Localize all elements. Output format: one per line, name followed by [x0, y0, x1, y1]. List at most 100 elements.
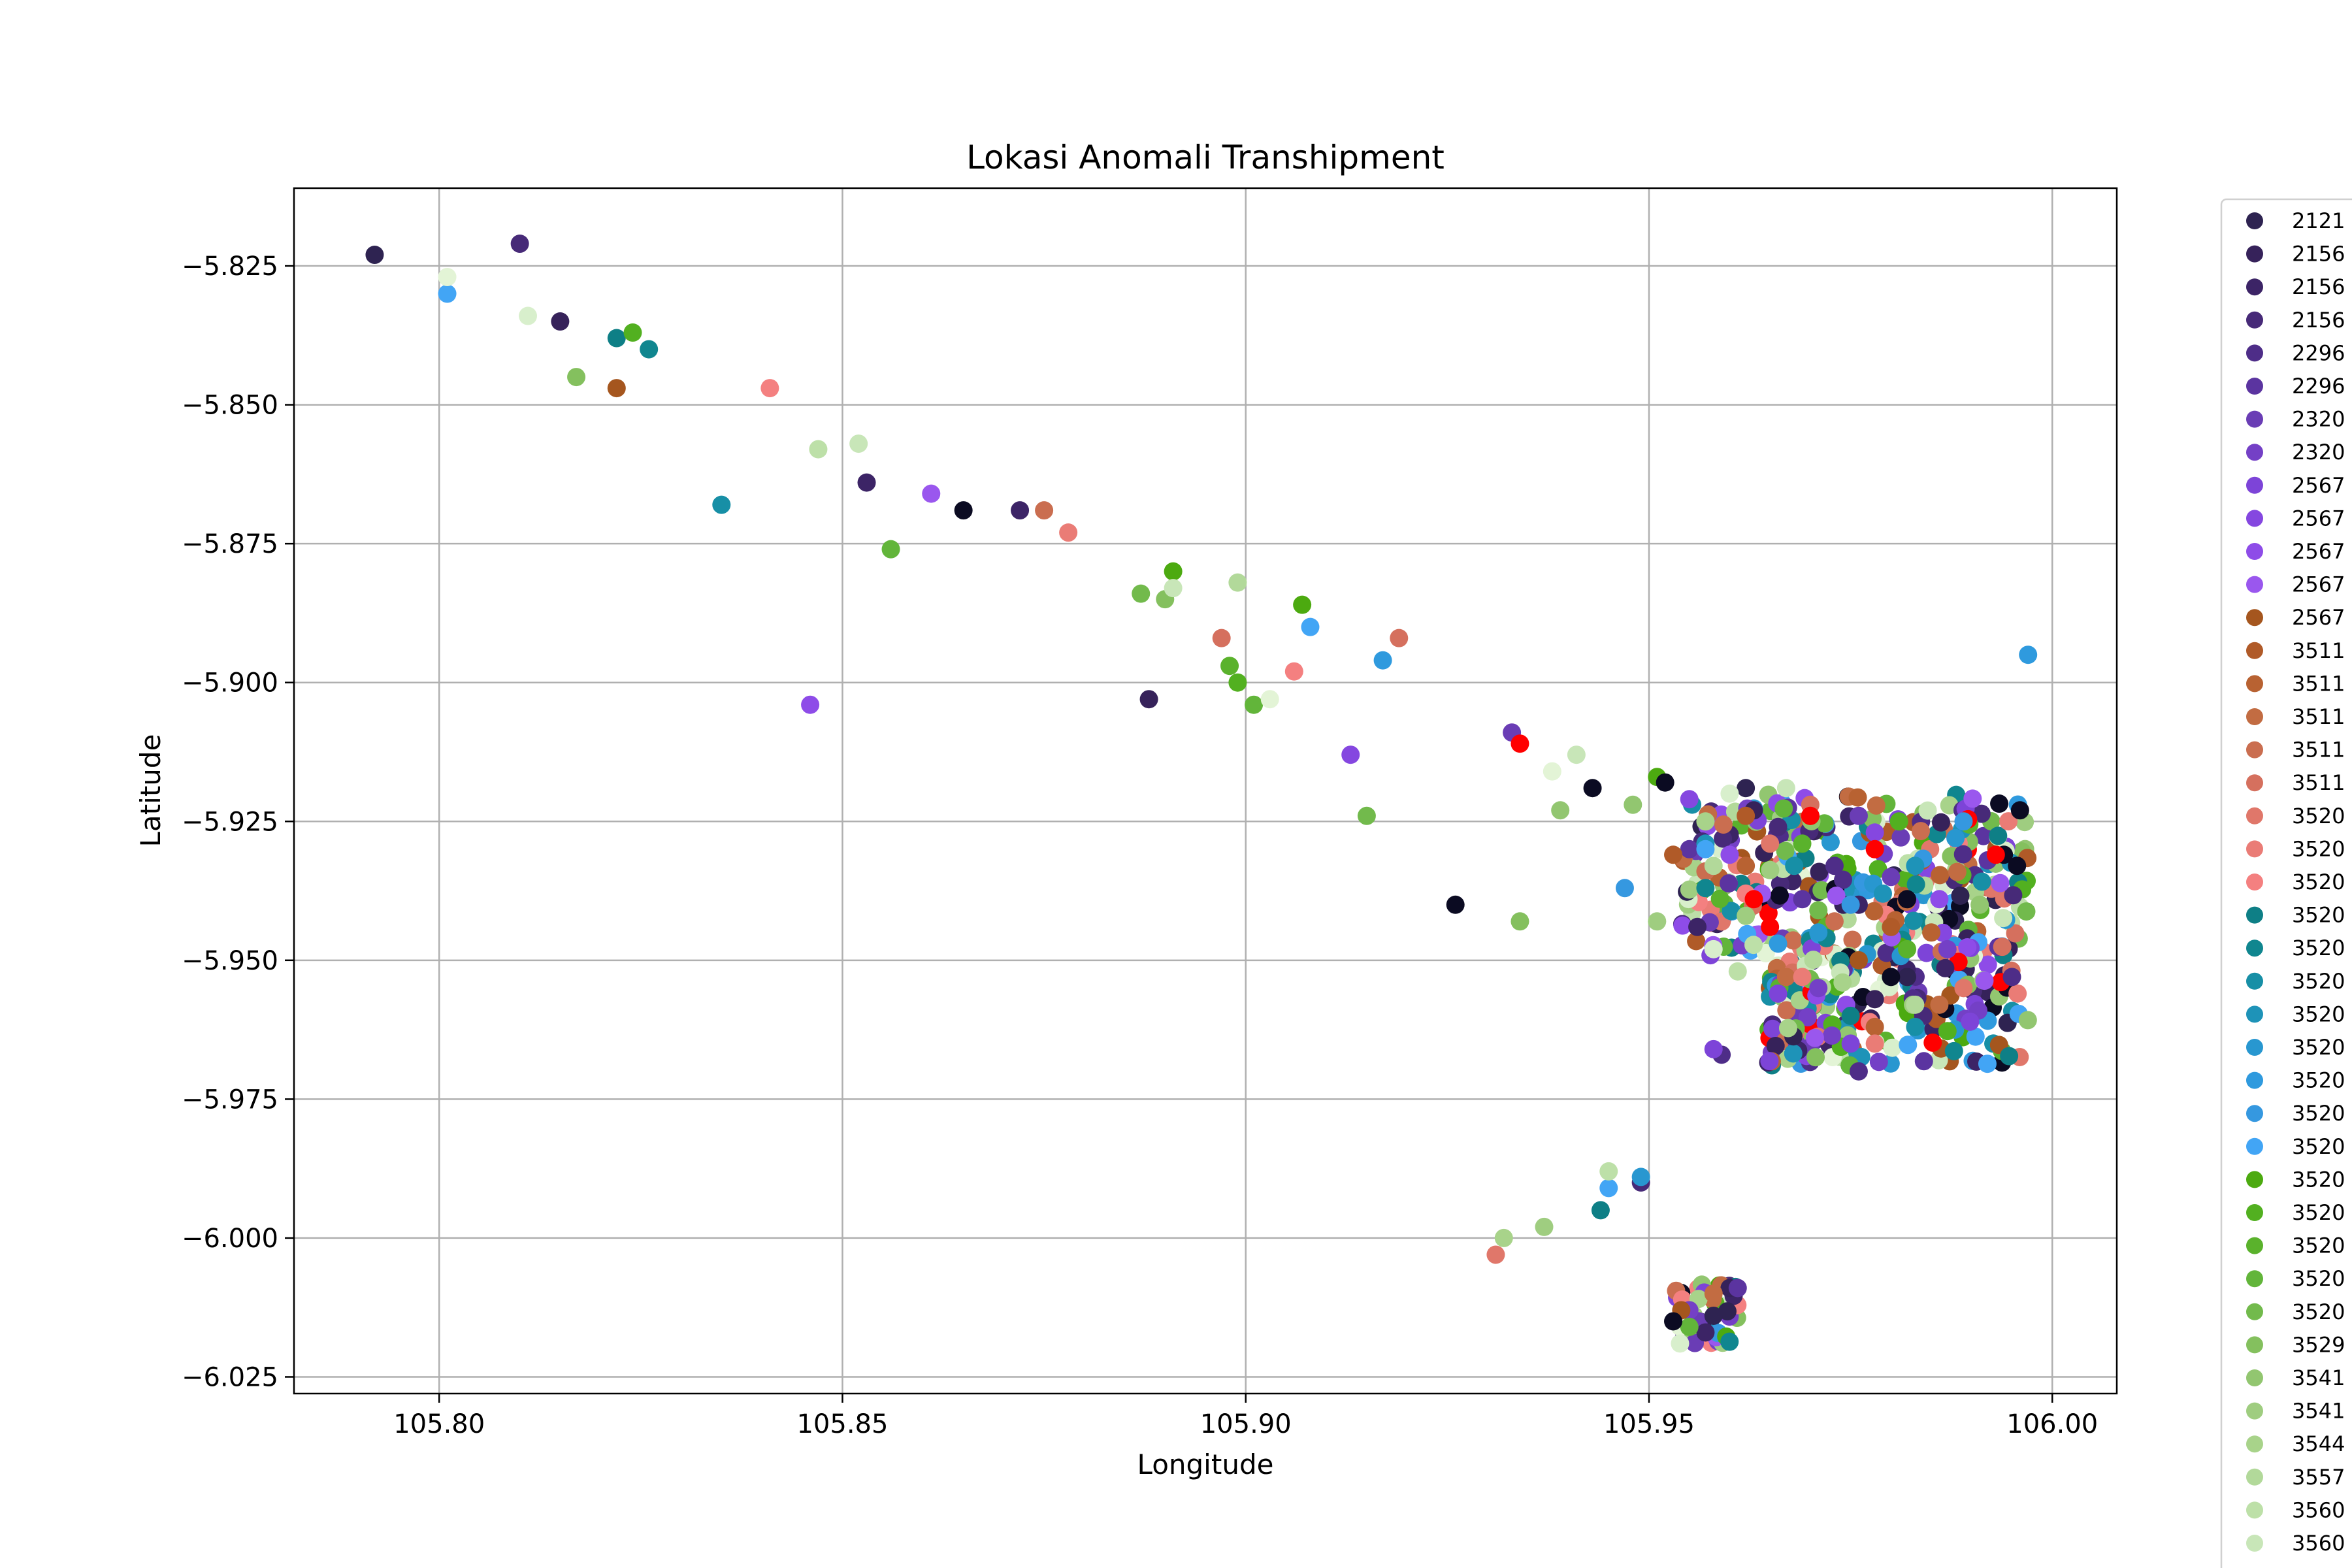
x-tick-label: 105.80 — [393, 1409, 485, 1439]
scatter-point — [1972, 872, 1991, 891]
scatter-point — [1656, 773, 1674, 792]
scatter-point — [1648, 912, 1667, 931]
legend-label: 2567 — [2292, 605, 2345, 630]
scatter-point — [1999, 812, 2018, 831]
x-tick-label: 106.00 — [2006, 1409, 2098, 1439]
x-tick-label: 105.85 — [796, 1409, 888, 1439]
scatter-point — [1132, 584, 1151, 603]
scatter-point — [1728, 1279, 1747, 1298]
scatter-point — [1867, 796, 1886, 815]
scatter-point — [1954, 979, 1973, 998]
legend-frame — [2220, 198, 2352, 1568]
scatter-point — [1914, 1052, 1933, 1071]
scatter-point — [1865, 823, 1884, 842]
scatter-point — [1865, 990, 1884, 1009]
scatter-point — [1710, 889, 1729, 908]
scatter-point — [1714, 829, 1733, 848]
scatter-point — [1990, 794, 2009, 813]
scatter-point — [1946, 828, 1965, 847]
scatter-point — [1784, 931, 1803, 950]
scatter-point — [1953, 845, 1972, 864]
scatter-point — [2004, 886, 2023, 905]
legend-marker — [2246, 1237, 2263, 1254]
scatter-point — [1704, 1306, 1723, 1325]
legend-marker — [2246, 278, 2263, 296]
scatter-point — [1948, 862, 1967, 881]
legend-marker — [2246, 444, 2263, 461]
legend-marker — [2246, 906, 2263, 924]
scatter-point — [1494, 1228, 1513, 1247]
scatter-point — [1825, 857, 1844, 875]
scatter-point — [1284, 662, 1303, 681]
legend-label: 3520 — [2292, 836, 2345, 861]
scatter-point — [1774, 799, 1793, 818]
scatter-point — [1769, 984, 1788, 1003]
scatter-point — [1906, 875, 1925, 894]
scatter-point — [1898, 968, 1917, 987]
y-tick-label: −5.825 — [182, 252, 278, 282]
legend-marker — [2246, 939, 2263, 957]
legend-marker — [2246, 476, 2263, 494]
scatter-point — [1744, 890, 1763, 909]
legend-label: 3520 — [2292, 1200, 2345, 1225]
scatter-point — [1680, 840, 1699, 858]
x-axis-ticks: 105.80 105.85 105.90 105.95 106.00 — [393, 1394, 2098, 1439]
scatter-point — [1624, 795, 1642, 814]
scatter-point — [640, 340, 659, 359]
scatter-point — [1664, 845, 1683, 864]
scatter-point — [1390, 629, 1409, 647]
scatter-point — [1812, 881, 1831, 900]
scatter-point — [567, 368, 586, 387]
scatter-point — [1843, 930, 1862, 949]
scatter-point — [1722, 902, 1740, 921]
scatter-point — [1938, 1022, 1957, 1041]
scatter-point — [1704, 1284, 1723, 1303]
scatter-point — [2019, 645, 2038, 664]
scatter-point — [1978, 955, 1997, 974]
scatter-point — [607, 379, 626, 398]
legend-marker — [2246, 1468, 2263, 1486]
scatter-point — [1543, 762, 1561, 781]
legend-marker — [2246, 807, 2263, 825]
scatter-point — [954, 501, 973, 520]
scatter-point — [1809, 923, 1828, 942]
scatter-point — [1704, 939, 1723, 958]
scatter-point — [1931, 813, 1950, 832]
scatter-point — [1804, 951, 1823, 970]
legend-marker — [2246, 840, 2263, 858]
scatter-point — [1809, 979, 1828, 998]
legend-label: 3520 — [2292, 1068, 2345, 1093]
legend-marker — [2246, 1402, 2263, 1420]
scatter-point — [1293, 595, 1312, 614]
scatter-point — [1535, 1217, 1554, 1236]
scatter-point — [1139, 690, 1158, 709]
scatter-point — [1301, 617, 1320, 636]
scatter-point — [1944, 1041, 1963, 1060]
y-axis-label: Latitude — [135, 734, 167, 847]
legend-marker — [2246, 874, 2263, 890]
scatter-point — [1599, 1179, 1618, 1198]
scatter-point — [1877, 943, 1896, 962]
scatter-point — [1882, 968, 1901, 987]
scatter-point — [1906, 995, 1925, 1014]
legend-label: 3511 — [2292, 738, 2345, 762]
scatter-points — [365, 235, 2038, 1353]
legend-label: 3520 — [2292, 936, 2345, 960]
y-tick-label: −6.000 — [182, 1224, 278, 1254]
y-tick-label: −5.975 — [182, 1085, 278, 1115]
scatter-point — [1930, 890, 1949, 909]
scatter-point — [1680, 880, 1699, 899]
legend-label: 2296 — [2292, 340, 2345, 365]
scatter-point — [1974, 826, 1993, 845]
legend-label: 3560 — [2292, 1497, 2345, 1522]
scatter-point — [1761, 917, 1780, 936]
scatter-point — [1954, 812, 1973, 831]
scatter-point — [1849, 806, 1868, 825]
scatter-point — [1720, 784, 1739, 803]
scatter-point — [712, 495, 731, 514]
legend-marker — [2246, 543, 2263, 560]
legend-label: 2121 — [2292, 208, 2345, 233]
x-tick-label: 105.95 — [1603, 1409, 1695, 1439]
scatter-point — [1823, 1026, 1842, 1045]
legend-marker — [2246, 410, 2263, 428]
